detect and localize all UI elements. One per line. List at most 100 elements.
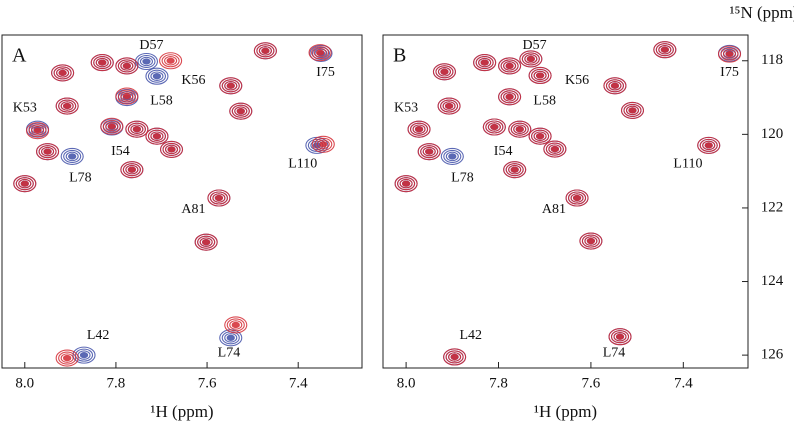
peak	[13, 175, 37, 193]
peak-label: L110	[673, 157, 702, 172]
contour	[548, 144, 562, 154]
contour	[442, 101, 456, 111]
contour	[199, 237, 213, 247]
peak	[55, 97, 79, 115]
peak	[508, 120, 532, 138]
peak	[498, 88, 522, 106]
y-axis-label: ¹⁵N (ppm)	[729, 3, 794, 22]
y-tick-label: 120	[761, 126, 784, 142]
contour	[314, 137, 333, 151]
contour	[226, 82, 235, 89]
contour	[510, 166, 519, 173]
peaks	[394, 41, 742, 366]
contour	[531, 68, 550, 83]
x-tick-label: 7.4	[289, 375, 308, 391]
contour	[231, 321, 240, 329]
peak	[603, 77, 627, 95]
contour	[653, 41, 677, 59]
contour	[704, 142, 713, 149]
contour	[420, 145, 439, 159]
peak	[473, 54, 497, 72]
contour	[41, 146, 55, 157]
contour	[699, 138, 718, 152]
contour	[162, 142, 181, 156]
contour	[608, 328, 632, 346]
peak	[440, 147, 464, 165]
contour	[533, 70, 547, 81]
peak	[90, 54, 114, 72]
contour	[226, 334, 235, 341]
peak	[224, 316, 248, 334]
contour	[508, 164, 522, 175]
x-tick-label: 7.8	[107, 375, 126, 391]
contour	[487, 122, 501, 132]
contour	[409, 122, 429, 136]
contour	[412, 124, 426, 134]
contour	[147, 69, 166, 83]
contour	[60, 147, 84, 165]
contour	[63, 354, 72, 362]
contour	[500, 59, 519, 73]
contour	[503, 161, 527, 179]
peak	[498, 57, 522, 75]
contour	[533, 131, 547, 141]
contour	[524, 54, 538, 64]
peak	[60, 147, 84, 165]
contour	[79, 351, 89, 359]
contour	[414, 126, 424, 133]
contour	[473, 54, 497, 72]
contour	[422, 146, 436, 157]
contour	[309, 44, 333, 62]
peak-label: A81	[542, 202, 566, 217]
contour	[137, 54, 156, 69]
peak	[443, 348, 467, 366]
contour	[28, 124, 47, 138]
contour	[212, 193, 226, 203]
x-tick-label: 7.8	[489, 375, 508, 391]
peak	[125, 120, 149, 138]
y-tick-label: 118	[761, 52, 783, 68]
peak	[308, 44, 332, 62]
peak-label: L42	[87, 328, 110, 343]
peak-label: K56	[181, 73, 205, 88]
contour	[482, 118, 506, 136]
contour	[164, 56, 178, 66]
contour	[437, 97, 461, 115]
contour	[545, 142, 564, 156]
contour	[311, 46, 330, 60]
contour	[490, 123, 499, 131]
peak-label: I75	[720, 65, 739, 80]
contour	[313, 47, 327, 58]
peak-label: L58	[150, 93, 173, 108]
peak-label: L74	[218, 346, 241, 361]
contour	[127, 122, 146, 136]
contour	[311, 46, 331, 60]
peak	[100, 117, 124, 135]
peak	[253, 42, 277, 60]
contour	[425, 148, 434, 155]
contour	[440, 68, 449, 75]
contour	[722, 49, 737, 59]
contour	[725, 50, 734, 58]
contour	[120, 91, 134, 101]
contour	[100, 117, 124, 135]
peak	[55, 349, 79, 367]
contour	[628, 107, 637, 114]
contour	[572, 194, 582, 202]
contour	[417, 143, 441, 161]
peak	[134, 52, 159, 71]
peak	[115, 57, 139, 75]
contour	[608, 81, 622, 91]
contour	[38, 145, 57, 159]
contour	[161, 54, 180, 68]
peak-label: D57	[139, 38, 163, 53]
peak-label: L78	[69, 171, 92, 186]
contour	[117, 89, 136, 103]
contour	[498, 88, 522, 106]
contour	[615, 333, 625, 340]
peak	[579, 232, 603, 250]
x-axis-label: ¹H (ppm)	[150, 402, 213, 421]
contour	[519, 50, 543, 68]
contour	[122, 163, 141, 177]
